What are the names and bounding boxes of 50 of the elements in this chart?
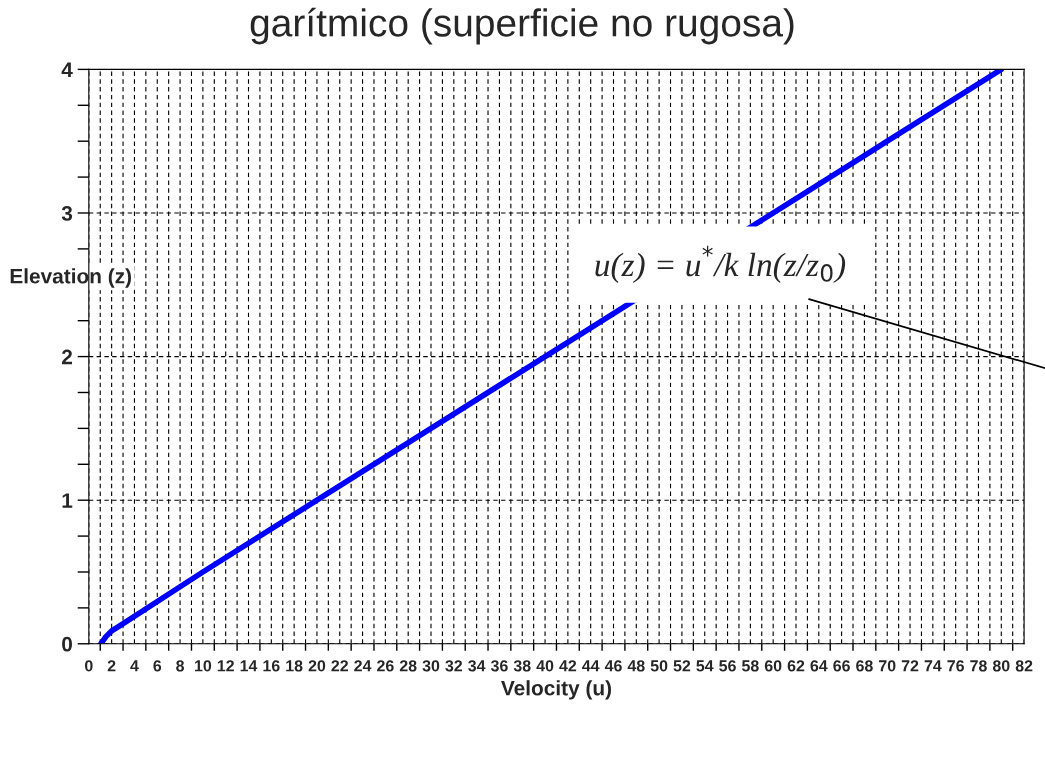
x-tick-label: 6 [153, 660, 162, 672]
x-tick-label: 46 [604, 660, 622, 672]
x-tick-label: 26 [377, 660, 394, 672]
x-tick-label: 80 [992, 660, 1010, 672]
x-tick-label: 8 [176, 660, 185, 672]
x-tick-label: 42 [559, 660, 577, 672]
y-tick-label: 2 [61, 349, 73, 365]
x-tick-label: 60 [764, 660, 782, 672]
x-tick-label: 52 [673, 660, 691, 672]
x-tick-label: 16 [263, 660, 280, 672]
x-tick-label: 12 [217, 660, 234, 672]
x-tick-label: 72 [901, 660, 919, 672]
x-tick-label: 68 [856, 660, 873, 672]
x-tick-label: 58 [741, 660, 759, 672]
x-tick-label: 28 [399, 660, 417, 672]
x-tick-label: 50 [650, 660, 668, 672]
x-tick-label: 78 [970, 660, 987, 672]
x-tick-label: 76 [947, 660, 964, 672]
x-tick-label: 40 [536, 660, 554, 672]
x-tick-label: 32 [445, 660, 463, 672]
x-tick-label: 20 [308, 660, 326, 672]
y-tick-label: 0 [62, 636, 72, 652]
y-tick-label: 4 [61, 62, 73, 77]
x-tick-label: 0 [85, 660, 93, 672]
x-tick-label: 62 [787, 660, 805, 672]
x-tick-label: 74 [924, 660, 942, 672]
x-tick-label: 34 [468, 660, 486, 672]
chart-title: garítmico (superficie no rugosa) [250, 7, 794, 45]
x-tick-label: 10 [195, 660, 212, 672]
x-tick-label: 2 [107, 660, 116, 672]
x-tick-label: 54 [696, 660, 714, 672]
x-tick-label: 38 [513, 660, 531, 672]
x-tick-label: 66 [833, 660, 850, 672]
x-tick-label: 56 [719, 660, 736, 672]
x-tick-label: 14 [240, 660, 258, 672]
x-tick-label: 82 [1015, 660, 1033, 672]
x-tick-label: 36 [490, 660, 508, 672]
x-tick-label: 18 [286, 660, 303, 672]
x-tick-label: 48 [627, 660, 645, 672]
y-tick-label: 3 [61, 205, 73, 221]
x-tick-label: 44 [582, 660, 600, 672]
y-tick-label: 1 [62, 493, 73, 508]
x-axis-title: Velocity (u) [501, 680, 611, 700]
x-tick-label: 24 [354, 660, 372, 672]
annotation: u(z) = u$^{*}$/k ln(z/z$_{0}$) [595, 245, 846, 284]
x-tick-label: 64 [810, 660, 828, 672]
x-tick-label: 22 [331, 660, 348, 672]
x-tick-label: 70 [879, 660, 896, 672]
x-tick-label: 4 [130, 660, 139, 672]
x-tick-label: 30 [422, 660, 440, 672]
